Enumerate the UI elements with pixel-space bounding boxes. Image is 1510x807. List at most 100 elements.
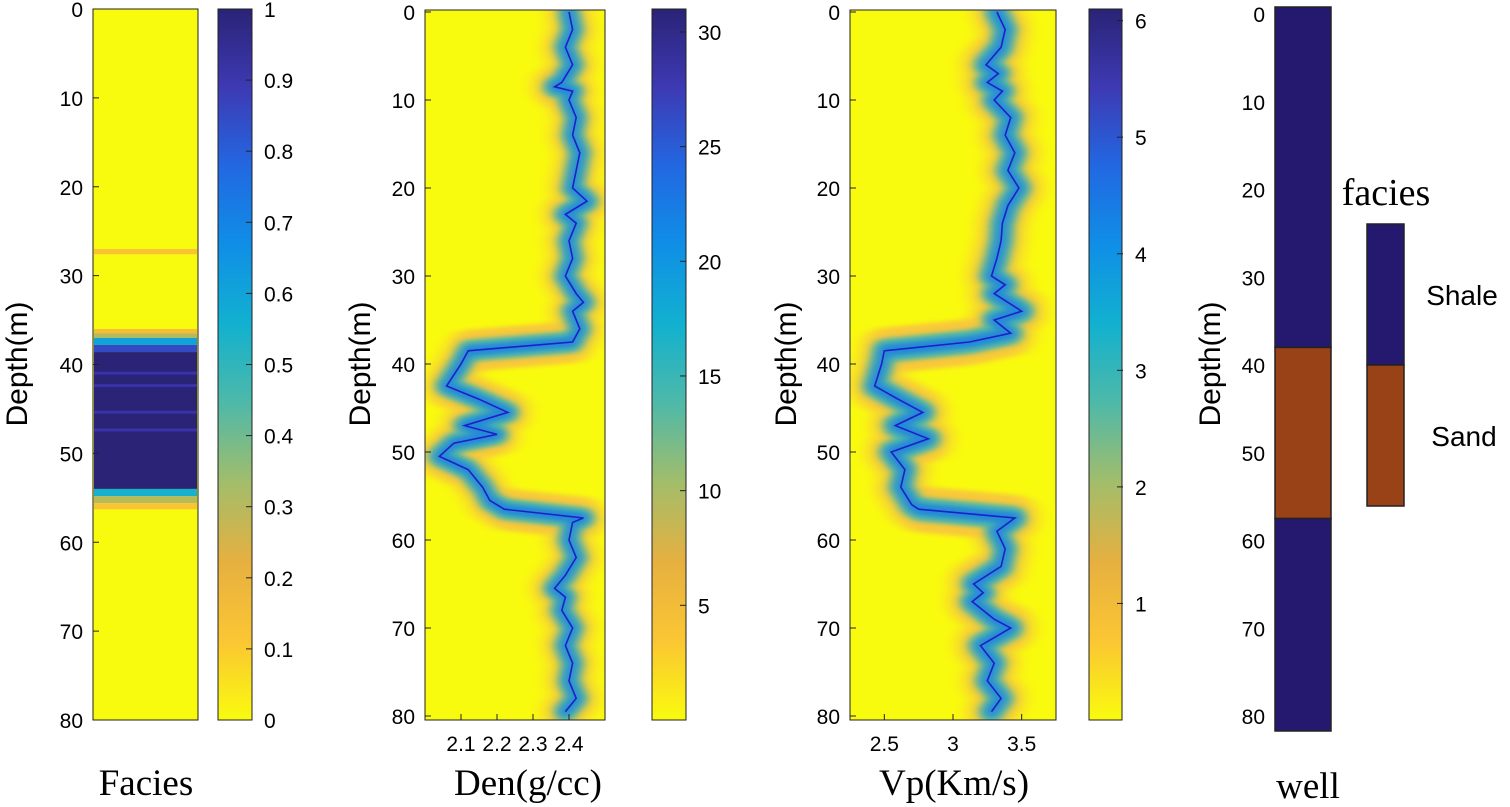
facies-ytick-label: 40 (60, 355, 83, 378)
well-ytick-label: 60 (1242, 531, 1265, 554)
facies-legend: facies Shale Sand (1342, 172, 1498, 507)
density-ytick-label: 70 (392, 618, 415, 641)
vp-xlabel: Vp(Km/s) (879, 763, 1029, 804)
density-xlabel: Den(g/cc) (454, 763, 602, 804)
well-interval-shale (1274, 517, 1332, 732)
facies-panel: 0 10 20 30 40 50 60 70 80 Depth(m) Facies 0 0.1 0.… (1, 0, 294, 804)
facies-band (94, 344, 197, 353)
density-cbtick-label: 20 (698, 251, 721, 274)
facies-cbtick-label: 0.5 (264, 355, 293, 378)
facies-band (94, 333, 197, 338)
vp-ytick-label: 0 (828, 2, 840, 25)
density-cbtick-label: 25 (698, 137, 721, 160)
facies-ytick-label: 50 (60, 443, 83, 466)
well-interval-sand (1274, 346, 1332, 520)
density-x-ticks: 2.1 2.2 2.3 2.4 (446, 714, 584, 756)
well-ytick-label: 20 (1242, 180, 1265, 203)
well-ytick-label: 80 (1242, 706, 1265, 729)
facies-ytick-label: 80 (60, 710, 83, 733)
density-ytick-label: 60 (392, 530, 415, 553)
legend-label-shale: Shale (1426, 280, 1498, 311)
vp-panel: 0 10 20 30 40 50 60 70 80 2.5 3 3.5 Depth(m) Vp(Km… (770, 2, 1147, 804)
facies-bands (94, 248, 197, 510)
density-ytick-label: 80 (392, 706, 415, 729)
density-cbtick-label: 30 (698, 22, 721, 45)
vp-ylabel: Depth(m) (770, 301, 803, 426)
facies-cbtick-label: 0.2 (264, 568, 293, 591)
facies-cbtick-label: 0.8 (264, 141, 293, 164)
well-panel: 0 10 20 30 40 50 60 70 80 Depth(m) well facies S… (1194, 4, 1498, 807)
facies-band (94, 488, 197, 497)
vp-cbtick-label: 6 (1135, 11, 1147, 34)
vp-colorbar (1088, 8, 1123, 721)
facies-ylabel: Depth(m) (1, 301, 34, 426)
density-xtick-label: 2.3 (518, 733, 547, 756)
facies-stripe (94, 371, 197, 375)
density-cbtick-label: 15 (698, 366, 721, 389)
density-ytick-label: 40 (392, 354, 415, 377)
well-ytick-label: 0 (1253, 4, 1265, 27)
facies-cbtick-label: 0.7 (264, 212, 293, 235)
density-ytick-label: 10 (392, 90, 415, 113)
facies-ytick-label: 0 (71, 0, 83, 22)
facies-cbtick-label: 0.4 (264, 426, 294, 449)
well-ytick-label: 10 (1242, 92, 1265, 115)
well-ytick-label: 50 (1242, 443, 1265, 466)
density-xtick-label: 2.4 (554, 733, 584, 756)
facies-stripe (94, 428, 197, 432)
well-ytick-label: 70 (1242, 618, 1265, 641)
density-xtick-label: 2.2 (482, 733, 511, 756)
vp-y-ticks: 0 10 20 30 40 50 60 70 80 (817, 2, 856, 729)
vp-ytick-label: 50 (817, 442, 840, 465)
vp-xtick-label: 3 (947, 733, 959, 756)
facies-cbtick-label: 0.6 (264, 283, 293, 306)
well-ytick-label: 30 (1242, 267, 1265, 290)
well-y-ticks: 0 10 20 30 40 50 60 70 80 (1242, 4, 1265, 729)
well-ylabel: Depth(m) (1194, 301, 1227, 426)
facies-y-ticks: 0 10 20 30 40 50 60 70 80 (60, 0, 99, 733)
facies-band (94, 503, 197, 510)
vp-cbtick-label: 2 (1135, 477, 1147, 500)
density-colorbar (651, 8, 687, 721)
facies-cbtick-label: 0.9 (264, 70, 293, 93)
vp-cbtick-label: 5 (1135, 127, 1147, 150)
facies-ytick-label: 60 (60, 532, 83, 555)
facies-xlabel: Facies (99, 763, 194, 804)
vp-ytick-label: 30 (817, 266, 840, 289)
legend-swatch-shale (1366, 223, 1405, 366)
density-ytick-label: 0 (403, 2, 415, 25)
vp-x-ticks: 2.5 3 3.5 (870, 714, 1036, 756)
vp-ytick-label: 20 (817, 178, 840, 201)
density-colorbar-ticks: 5 10 15 20 25 30 (680, 22, 721, 618)
legend-label-sand: Sand (1431, 421, 1496, 452)
density-y-ticks: 0 10 20 30 40 50 60 70 80 (392, 2, 431, 729)
vp-ytick-label: 70 (817, 618, 840, 641)
legend-title: facies (1342, 172, 1431, 214)
density-ytick-label: 20 (392, 178, 415, 201)
legend-swatch-sand (1366, 364, 1405, 507)
facies-stripe (94, 410, 197, 414)
facies-band (94, 337, 197, 345)
well-ytick-label: 40 (1242, 355, 1265, 378)
facies-cbtick-label: 0.1 (264, 639, 293, 662)
density-xtick-label: 2.1 (446, 733, 475, 756)
vp-cbtick-label: 4 (1135, 244, 1147, 267)
vp-ytick-label: 40 (817, 354, 840, 377)
vp-xtick-label: 3.5 (1007, 733, 1036, 756)
facies-band (94, 328, 197, 334)
density-cbtick-label: 5 (698, 595, 710, 618)
density-log-curve (437, 11, 589, 713)
facies-ytick-label: 10 (60, 88, 83, 111)
density-ytick-label: 50 (392, 442, 415, 465)
vp-ytick-label: 60 (817, 530, 840, 553)
density-ylabel: Depth(m) (344, 301, 377, 426)
vp-xtick-label: 2.5 (870, 733, 899, 756)
vp-colorbar-ticks: 1 2 3 4 5 6 (1117, 11, 1147, 616)
vp-cbtick-label: 1 (1135, 593, 1147, 616)
vp-log-curve (873, 11, 1024, 713)
facies-band (94, 352, 197, 489)
vp-ytick-label: 10 (817, 90, 840, 113)
facies-cbtick-label: 0 (264, 710, 276, 733)
